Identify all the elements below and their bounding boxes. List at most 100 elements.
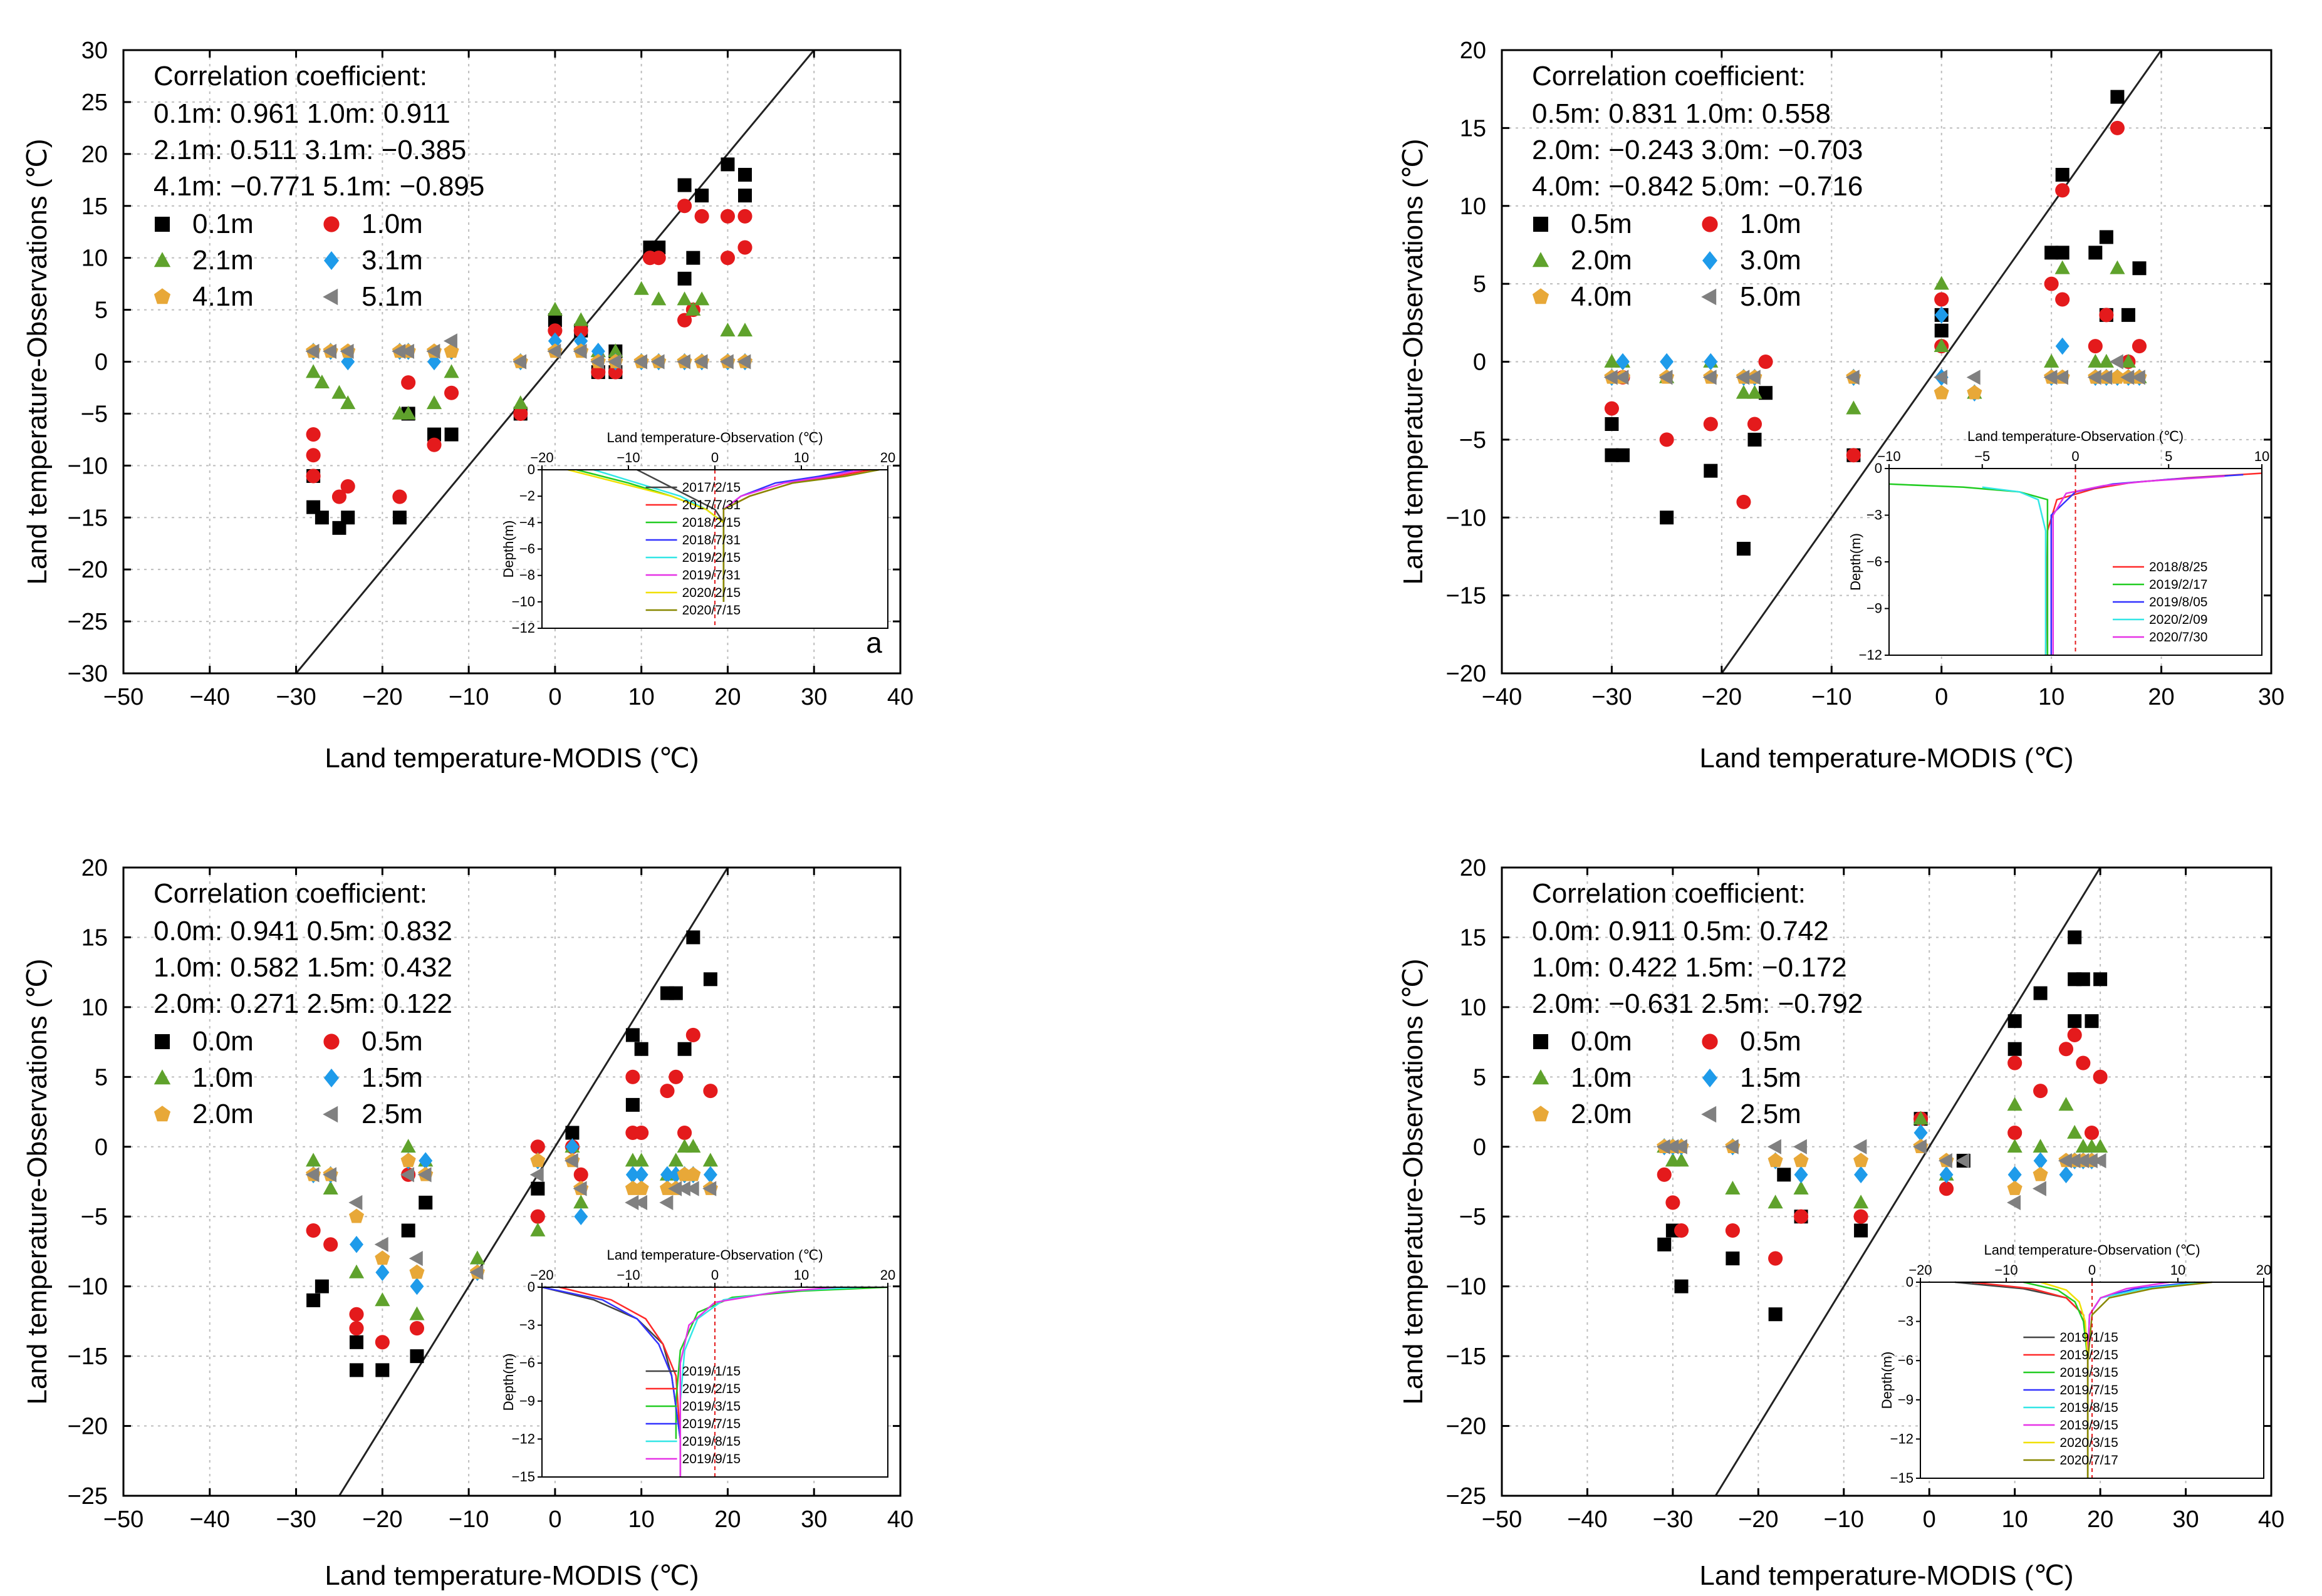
series-2.1m [306, 281, 753, 420]
data-point [401, 375, 416, 390]
inset-d: −20 −10 0 10 20 0 −3 −6 −9 −12 −15 Land temperature… [1879, 1242, 2271, 1486]
data-point [1704, 464, 1718, 478]
data-point [1615, 353, 1630, 371]
data-point [392, 510, 407, 525]
data-point [2043, 370, 2058, 385]
data-point [2088, 339, 2103, 354]
data-point [1934, 370, 1948, 385]
data-point [573, 1181, 587, 1196]
legend-marker [324, 1069, 339, 1087]
inset-y-axis-label: Depth(m) [501, 1354, 516, 1411]
inset-x-tick-label: −10 [617, 1267, 640, 1283]
data-point [720, 251, 735, 266]
data-point [2099, 230, 2113, 244]
profile-curve [675, 1286, 888, 1439]
y-tick-label: 15 [81, 194, 108, 220]
data-point [1656, 1139, 1670, 1154]
data-point [625, 1166, 640, 1184]
data-point [2058, 1097, 2074, 1111]
data-point [738, 168, 752, 182]
data-point [2007, 1097, 2023, 1111]
legend-label: 1.0m [1571, 1062, 1632, 1093]
x-tick-label: −30 [276, 684, 316, 710]
data-point [323, 1167, 337, 1183]
data-point [625, 1097, 640, 1112]
inset-legend-label: 2020/2/09 [2149, 613, 2207, 627]
inset-legend-label: 2020/2/15 [682, 586, 741, 600]
y-tick-label: 10 [1460, 995, 1486, 1021]
data-point [323, 343, 337, 360]
data-point [374, 1236, 388, 1252]
data-point [1657, 1167, 1672, 1182]
data-point [306, 500, 321, 514]
legend-label: 3.0m [1740, 245, 1801, 276]
data-point [2067, 1124, 2083, 1139]
data-point [1853, 1153, 1869, 1168]
data-point [702, 1181, 717, 1196]
legend-label: 5.1m [362, 281, 423, 312]
inset-x-tick-label: −20 [530, 450, 553, 465]
data-point [677, 271, 692, 286]
data-point [2055, 246, 2069, 260]
data-point [652, 241, 666, 255]
data-point [444, 427, 459, 442]
data-point [685, 301, 701, 316]
legend-marker [154, 1106, 171, 1122]
data-point [565, 1138, 580, 1156]
data-point [1725, 1180, 1741, 1194]
data-point [2044, 353, 2059, 368]
inset-x-tick-label: −10 [1994, 1262, 2017, 1278]
data-point [677, 1042, 692, 1056]
data-point [634, 1125, 649, 1141]
series-3.0m [1605, 306, 2147, 402]
x-tick-label: −20 [1738, 1506, 1778, 1533]
correlation-line: 2.1m: 0.511 3.1m: −0.385 [154, 135, 466, 165]
data-point [306, 427, 321, 442]
inset-x-tick-label: 20 [2256, 1262, 2271, 1278]
legend-marker [1701, 1106, 1717, 1123]
data-point [703, 1084, 718, 1099]
inset-a: −20 −10 0 10 20 0 −2 −4 −6 −8 −10 −12 Land temperatu… [501, 430, 895, 636]
data-point [1674, 1153, 1689, 1167]
x-tick-label: −40 [1567, 1506, 1607, 1533]
data-point [547, 343, 561, 360]
correlation-line: 0.0m: 0.941 0.5m: 0.832 [154, 916, 452, 946]
inset-x-tick-label: −10 [617, 450, 640, 465]
inset-x-tick-label: 20 [880, 1267, 895, 1283]
inset-legend-label: 2018/8/25 [2149, 560, 2207, 574]
data-point [426, 343, 440, 360]
y-tick-label: −20 [1446, 661, 1486, 687]
y-axis-label: Land temperature-Observations (℃) [1398, 958, 1429, 1404]
data-point [1736, 370, 1750, 385]
x-tick-label: 10 [628, 1506, 655, 1533]
inset-y-tick-label: −4 [519, 514, 535, 530]
data-point [1759, 386, 1773, 400]
inset-x-tick-label: 5 [2165, 448, 2172, 464]
data-point [400, 1139, 416, 1153]
correlation-title: Correlation coefficient: [154, 61, 427, 91]
data-point [1726, 1251, 1740, 1266]
x-tick-label: 10 [2002, 1506, 2028, 1533]
data-point [737, 323, 753, 337]
inset-legend-label: 2019/2/15 [2059, 1348, 2118, 1362]
data-point [1725, 1223, 1740, 1238]
legend-label: 1.0m [1740, 209, 1801, 239]
y-tick-label: −5 [1459, 1204, 1486, 1230]
data-point [2033, 1139, 2048, 1153]
data-point [529, 1167, 544, 1183]
data-point [410, 1349, 424, 1364]
data-point [2075, 1153, 2090, 1169]
correlation-line: 0.1m: 0.961 1.0m: 0.911 [154, 98, 450, 129]
one-to-one-line [1721, 49, 2162, 674]
data-point [530, 1139, 545, 1154]
x-tick-label: −40 [190, 1506, 230, 1533]
data-point [677, 1125, 692, 1141]
correlation-line: 2.0m: −0.631 2.5m: −0.792 [1532, 988, 1863, 1019]
data-point [694, 291, 710, 306]
data-point [2093, 1139, 2108, 1153]
x-tick-label: 30 [2258, 684, 2284, 710]
data-point [1934, 323, 1949, 338]
profile-curve [722, 469, 880, 602]
y-tick-label: 30 [81, 38, 108, 64]
inset-x-tick-label: 0 [711, 450, 719, 465]
